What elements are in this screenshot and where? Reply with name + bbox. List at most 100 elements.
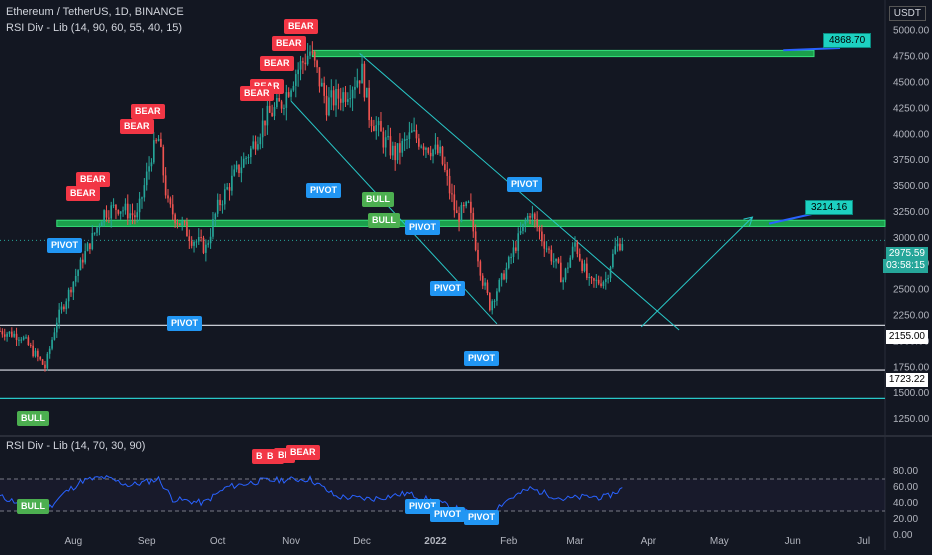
bear-label: BEAR [120, 119, 154, 134]
candle-body [356, 80, 359, 87]
candle-body [41, 359, 44, 365]
candle-body [569, 257, 572, 268]
currency-badge[interactable]: USDT [888, 6, 926, 21]
candle-body [51, 339, 53, 349]
candle-body [157, 138, 160, 142]
candle-body [72, 281, 75, 293]
candle-body [261, 120, 264, 138]
x-tick-label: Sep [138, 536, 156, 547]
candle-body [505, 267, 508, 280]
candle-body [474, 231, 477, 250]
candle-body [320, 82, 323, 87]
candle-body [179, 223, 181, 226]
candle-body [264, 120, 266, 126]
candle-body [363, 63, 366, 98]
candle-body [614, 246, 617, 254]
candle-body [257, 144, 259, 150]
candle-body [77, 270, 79, 276]
candle-body [280, 101, 283, 109]
candle-body [124, 203, 127, 211]
candle-body [20, 339, 23, 341]
candle-body [176, 223, 179, 225]
candle-body [434, 144, 437, 150]
candle-body [586, 263, 588, 278]
x-tick-label: May [710, 536, 729, 547]
candle-body [342, 92, 344, 103]
candle-body [597, 279, 600, 284]
candle-body [612, 253, 614, 268]
candle-body [0, 331, 1, 333]
candle-body [401, 140, 404, 153]
candle-body [174, 214, 176, 224]
candle-body [259, 137, 262, 145]
candle-body [93, 232, 96, 234]
candle-body [545, 248, 548, 250]
candle-body [361, 63, 363, 84]
candle-body [136, 212, 139, 218]
rsi-y-tick-label: 20.00 [893, 514, 918, 525]
candle-body [304, 62, 307, 65]
candle-body [316, 60, 318, 68]
candle-body [8, 331, 11, 334]
trendline [640, 216, 753, 328]
candle-body [200, 236, 202, 238]
candle-body [581, 260, 583, 271]
candle-body [533, 213, 536, 220]
candle-body [195, 241, 198, 243]
candle-body [25, 337, 27, 339]
candle-body [1, 331, 4, 335]
candle-body [186, 221, 188, 237]
candle-body [602, 281, 605, 286]
bull-label: BULL [17, 411, 49, 426]
rsi-b-label: B [252, 449, 267, 464]
candle-body [576, 242, 579, 254]
x-tick-label: Jul [857, 536, 870, 547]
y-tick-label: 3250.00 [893, 207, 930, 218]
y-tick-label: 3500.00 [893, 181, 930, 192]
candle-body [238, 164, 240, 174]
candle-body [302, 61, 304, 63]
candle-body [250, 148, 252, 158]
candle-body [460, 204, 463, 222]
candle-body [96, 227, 98, 233]
y-tick-label: 2250.00 [893, 310, 930, 321]
candle-body [287, 92, 290, 97]
candle-body [15, 333, 18, 340]
rsi-pivot-label: PIVOT [464, 510, 500, 525]
candle-body [536, 219, 538, 228]
candle-body [247, 157, 250, 159]
bear-label: BEAR [76, 172, 110, 187]
candle-body [202, 237, 205, 253]
candle-body [48, 348, 51, 354]
candle-body [105, 210, 108, 218]
candle-body [394, 145, 397, 161]
candle-body [595, 279, 598, 281]
bear-label: BEAR [260, 56, 294, 71]
rsi-bear-label: BEAR [286, 445, 320, 460]
candle-body [91, 233, 94, 250]
candle-body [493, 300, 496, 302]
candle-body [619, 243, 621, 251]
candle-body [318, 67, 321, 87]
candle-body [212, 218, 214, 237]
candle-body [349, 98, 352, 100]
candle-body [53, 332, 56, 340]
candle-body [160, 138, 162, 147]
candle-body [65, 301, 68, 310]
candle-body [252, 141, 255, 149]
candle-body [543, 241, 546, 249]
candle-body [337, 88, 340, 99]
candle-body [418, 138, 420, 147]
candle-body [254, 141, 257, 150]
candle-body [481, 275, 484, 286]
y-tick-label: 4000.00 [893, 129, 930, 140]
candle-body [498, 279, 501, 292]
candle-body [415, 130, 418, 139]
pivot-label: PIVOT [507, 177, 543, 192]
candle-body [420, 146, 423, 148]
candle-body [183, 221, 186, 223]
candle-body [207, 243, 210, 245]
candle-body [117, 209, 120, 214]
